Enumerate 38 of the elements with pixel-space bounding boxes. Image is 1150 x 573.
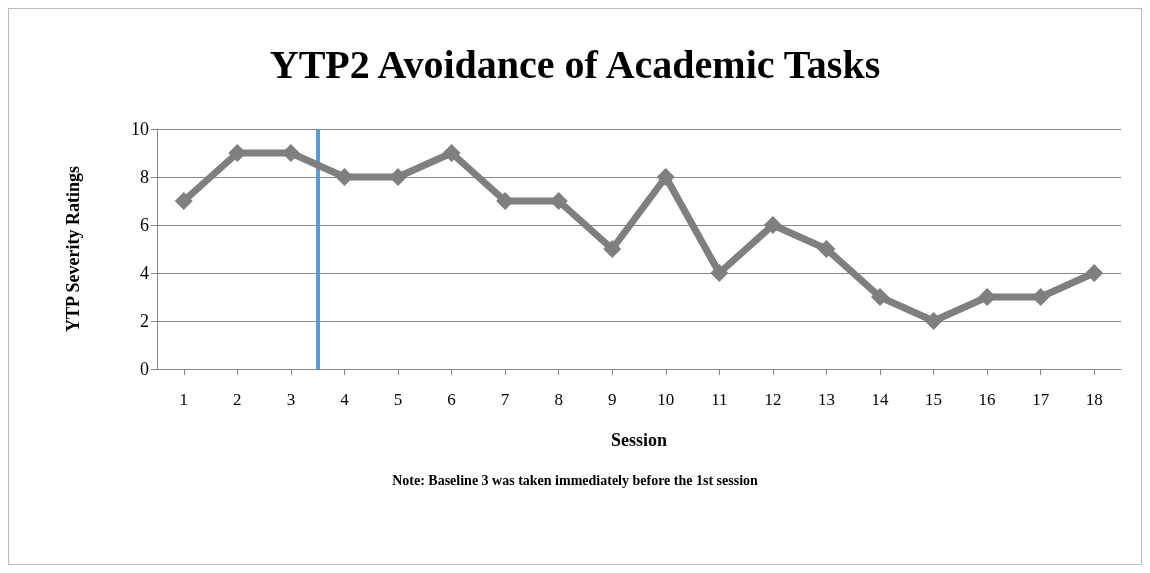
point: [710, 264, 729, 282]
x-tick-label: 14: [871, 390, 889, 409]
x-tick-label: 5: [393, 390, 403, 409]
x-tick-label: 17: [1032, 390, 1050, 409]
y-tick-label: 10: [131, 119, 149, 139]
x-tick-label: 3: [286, 390, 296, 409]
point: [656, 168, 675, 186]
point: [603, 240, 622, 258]
x-axis-title: Session: [610, 430, 668, 450]
x-tick-label: 16: [978, 390, 996, 409]
point: [924, 312, 943, 330]
x-tick-label: 10: [657, 390, 675, 409]
y-tick-label: 6: [140, 215, 149, 235]
x-tick-label: 2: [233, 390, 242, 409]
point: [817, 240, 836, 258]
x-tick-label: 6: [447, 390, 456, 409]
point: [174, 192, 193, 210]
y-tick-label: 0: [140, 359, 149, 379]
x-tick-label: 9: [607, 390, 617, 409]
x-tick-label: 4: [340, 390, 350, 409]
point: [442, 144, 461, 162]
x-tick-label: 12: [764, 390, 782, 409]
x-tick-label: 7: [500, 390, 510, 409]
point: [871, 288, 889, 306]
y-axis-title: YTP Severity Ratings: [63, 166, 83, 332]
y-tick-label: 8: [140, 167, 149, 187]
y-tick-label: 4: [140, 263, 149, 283]
x-tick-label: 18: [1085, 390, 1103, 409]
x-tick-label: 8: [554, 390, 563, 409]
x-tick-label: 1: [179, 390, 189, 409]
point: [763, 216, 782, 234]
x-tick-label: 11: [711, 390, 728, 409]
chart-title: YTP2 Avoidance of Academic Tasks: [269, 41, 881, 87]
text: Note: Baseline 3 was taken immediately before the 1st session: [392, 472, 759, 488]
x-tick-label: 13: [817, 390, 835, 409]
y-tick-label: 2: [140, 311, 149, 331]
point: [1085, 264, 1104, 282]
x-tick-label: 15: [925, 390, 943, 409]
